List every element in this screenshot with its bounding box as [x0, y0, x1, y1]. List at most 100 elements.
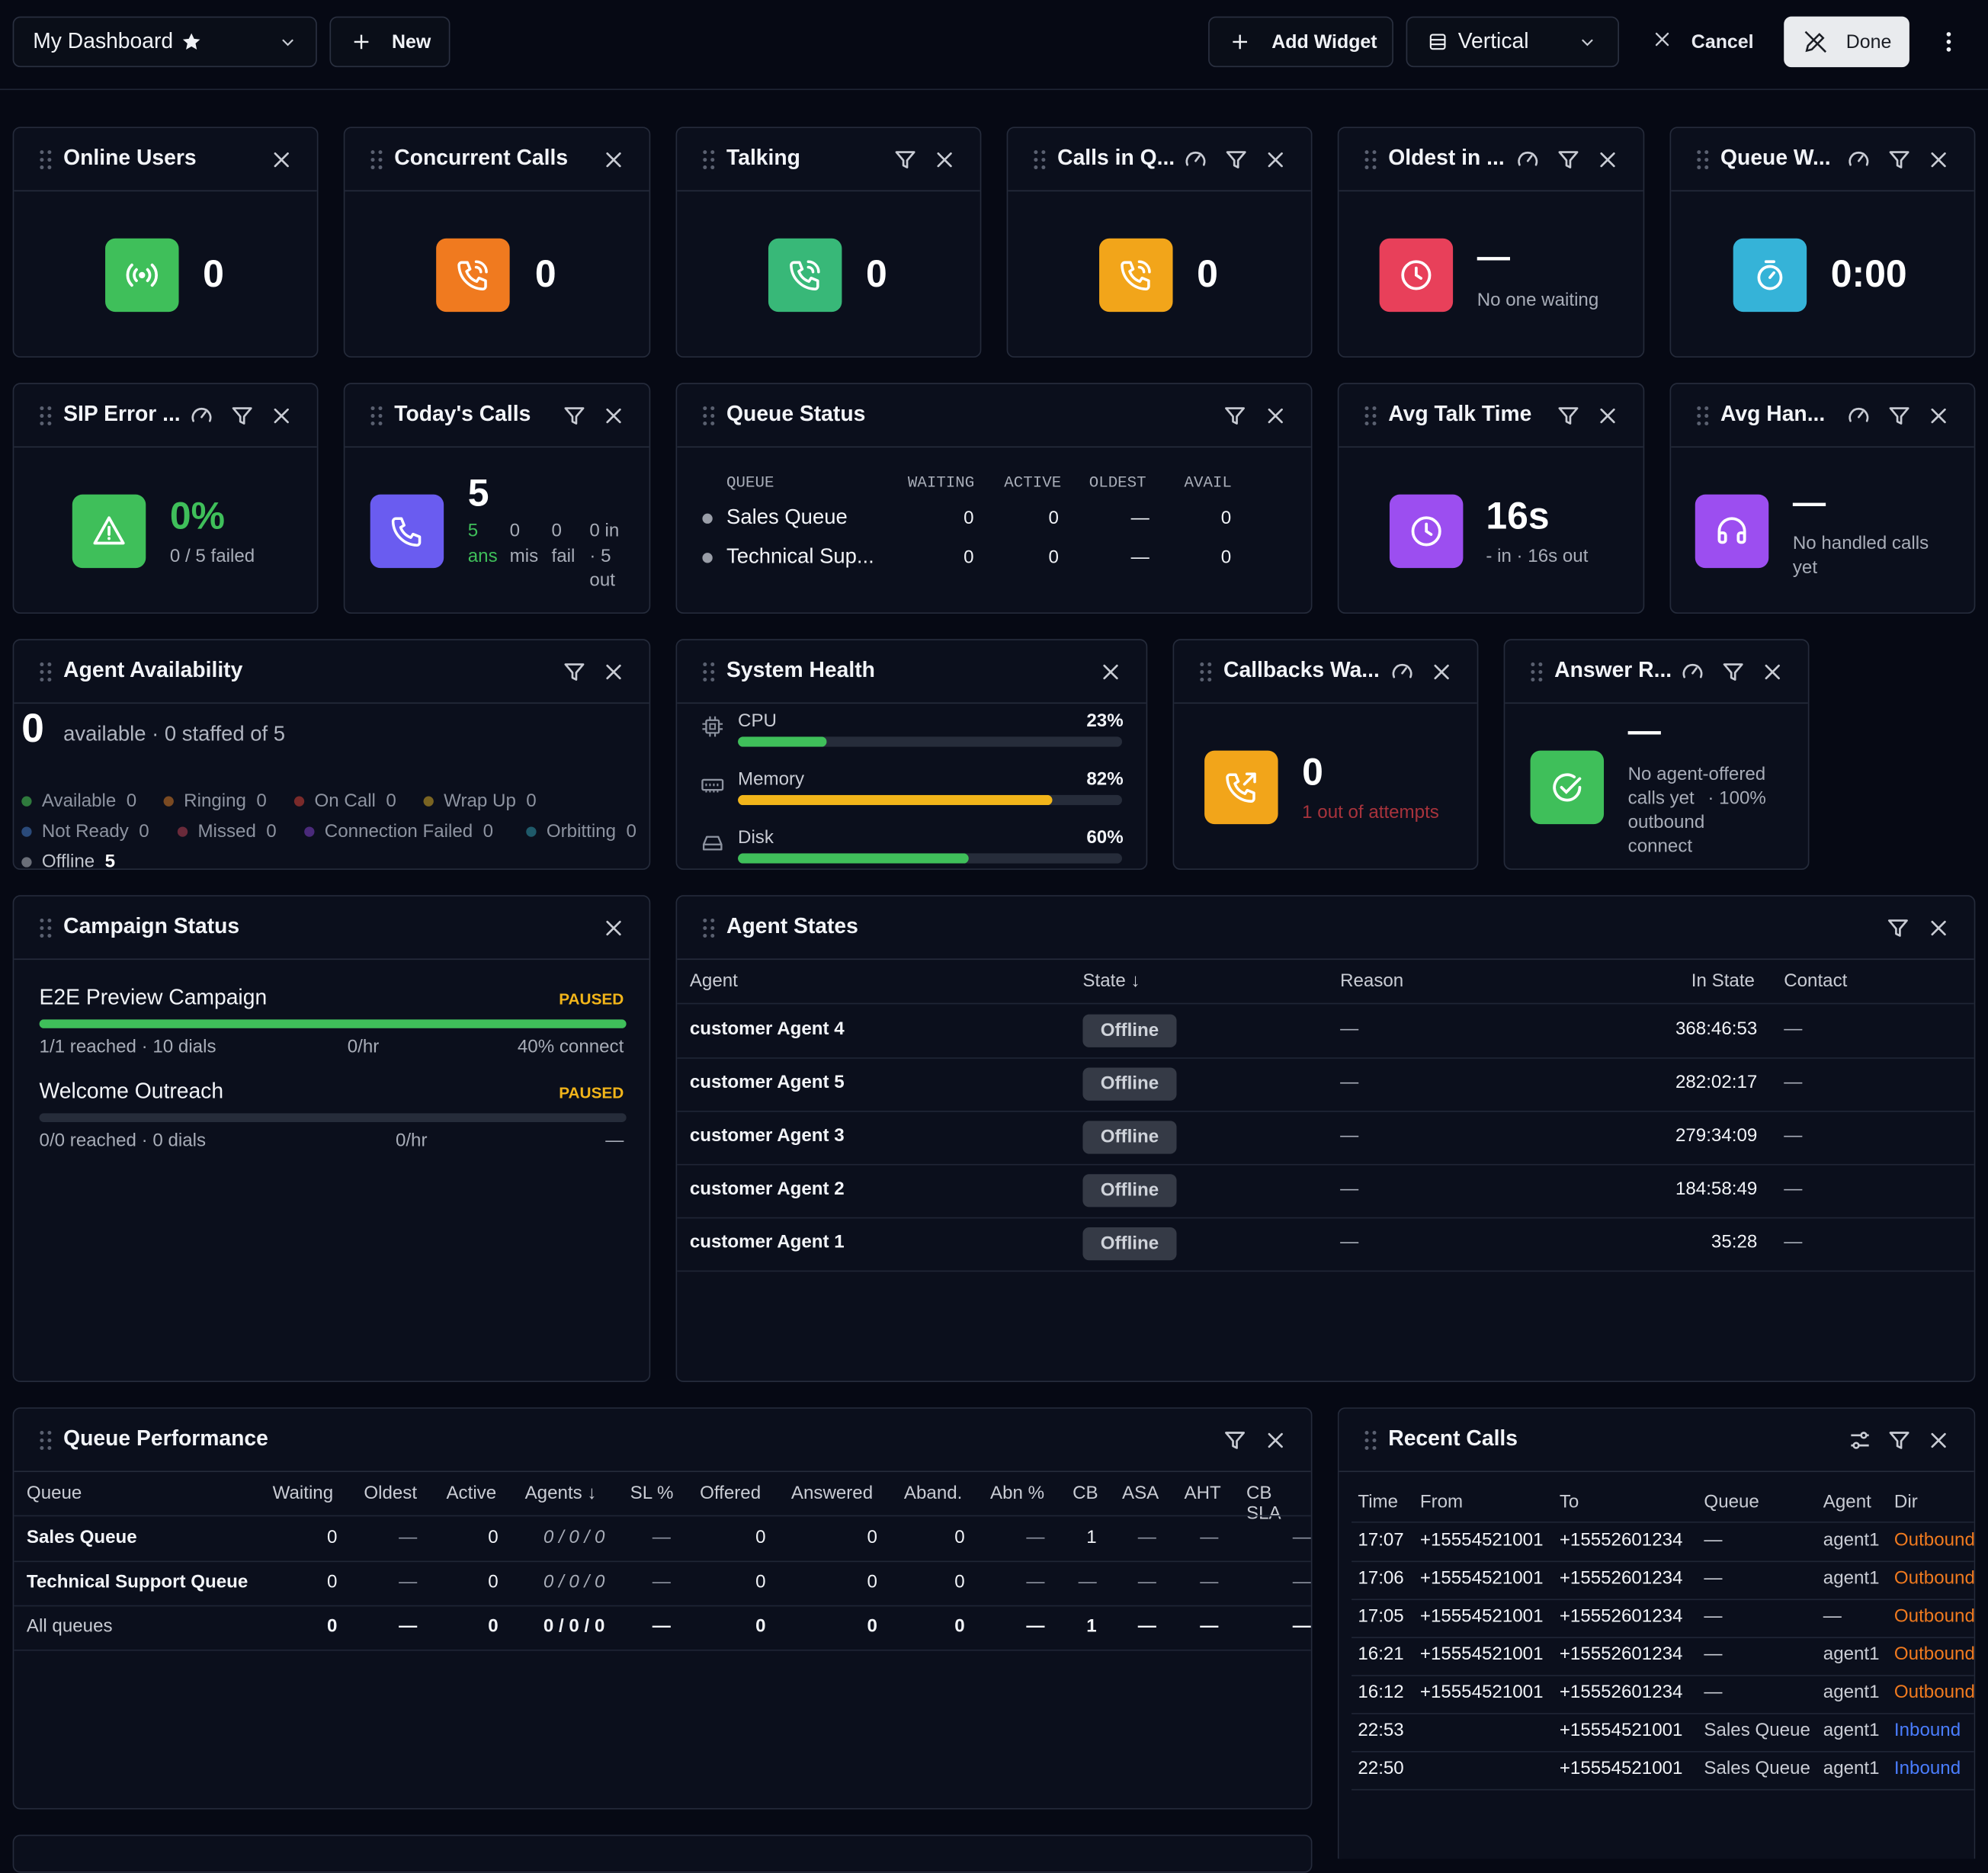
gauge-icon[interactable] — [189, 403, 214, 428]
stat-subtext: No agent-offered — [1627, 764, 1766, 785]
dashboard-selector[interactable]: My Dashboard — [12, 16, 317, 68]
widget-header: SIP Error ... — [14, 384, 317, 448]
column-header[interactable]: SL % — [630, 1483, 674, 1504]
column-header[interactable]: Active — [446, 1483, 497, 1504]
close-icon[interactable] — [1595, 147, 1620, 172]
drag-handle-icon[interactable] — [40, 149, 53, 170]
column-header-in-state[interactable]: In State — [1691, 971, 1755, 992]
column-header[interactable]: Queue — [1704, 1492, 1759, 1513]
column-header[interactable]: Abn % — [990, 1483, 1045, 1504]
drag-handle-icon[interactable] — [370, 406, 383, 426]
filter-icon[interactable] — [1887, 403, 1912, 428]
drag-handle-icon[interactable] — [1034, 149, 1047, 170]
gauge-icon[interactable] — [1515, 147, 1541, 172]
column-header[interactable]: CB — [1073, 1483, 1098, 1504]
drag-handle-icon[interactable] — [1364, 1430, 1377, 1451]
column-header-reason[interactable]: Reason — [1340, 971, 1404, 992]
column-header-contact[interactable]: Contact — [1784, 971, 1848, 992]
drag-handle-icon[interactable] — [702, 918, 715, 938]
drag-handle-icon[interactable] — [40, 918, 53, 938]
column-header[interactable]: Agents ↓ — [524, 1483, 597, 1504]
drag-handle-icon[interactable] — [40, 662, 53, 682]
column-header[interactable]: Time — [1358, 1492, 1399, 1513]
close-icon[interactable] — [1926, 916, 1951, 941]
drag-handle-icon[interactable] — [702, 662, 715, 682]
close-icon[interactable] — [1263, 1428, 1288, 1453]
filter-icon[interactable] — [1887, 147, 1912, 172]
gauge-icon[interactable] — [1390, 659, 1415, 685]
filter-icon[interactable] — [1222, 403, 1247, 428]
gauge-icon[interactable] — [1183, 147, 1208, 172]
column-header[interactable]: Answered — [790, 1483, 874, 1504]
column-header[interactable]: AHT — [1184, 1483, 1221, 1504]
filter-icon[interactable] — [893, 147, 918, 172]
done-button[interactable]: Done — [1784, 16, 1909, 68]
filter-icon[interactable] — [1720, 659, 1746, 685]
close-icon[interactable] — [269, 147, 294, 172]
close-icon[interactable] — [1595, 403, 1620, 428]
close-icon[interactable] — [601, 659, 626, 685]
filter-icon[interactable] — [229, 403, 255, 428]
close-icon[interactable] — [932, 147, 957, 172]
call-queue: Sales Queue — [1704, 1758, 1810, 1779]
close-icon[interactable] — [1760, 659, 1785, 685]
drag-handle-icon[interactable] — [702, 149, 715, 170]
drag-handle-icon[interactable] — [1199, 662, 1212, 682]
legend-value: 0 — [626, 821, 636, 842]
gauge-icon[interactable] — [1680, 659, 1705, 685]
drag-handle-icon[interactable] — [1364, 406, 1377, 426]
close-icon[interactable] — [269, 403, 294, 428]
new-button[interactable]: New — [329, 16, 451, 68]
drag-handle-icon[interactable] — [1696, 406, 1709, 426]
close-icon[interactable] — [601, 403, 626, 428]
filter-icon[interactable] — [1222, 1428, 1247, 1453]
close-icon[interactable] — [1926, 403, 1951, 428]
gauge-icon[interactable] — [1846, 147, 1871, 172]
column-header[interactable]: CB SLA — [1246, 1483, 1281, 1525]
drag-handle-icon[interactable] — [40, 406, 53, 426]
filter-icon[interactable] — [1556, 403, 1581, 428]
filter-icon[interactable] — [1887, 1428, 1912, 1453]
cancel-button[interactable]: Cancel — [1643, 17, 1770, 68]
column-header[interactable]: Waiting — [272, 1483, 334, 1504]
filter-icon[interactable] — [1885, 916, 1910, 941]
filter-icon[interactable] — [1556, 147, 1581, 172]
column-header[interactable]: Queue — [26, 1483, 82, 1504]
add-widget-button[interactable]: Add Widget — [1208, 16, 1393, 68]
drag-handle-icon[interactable] — [1364, 149, 1377, 170]
drag-handle-icon[interactable] — [370, 149, 383, 170]
drag-handle-icon[interactable] — [702, 406, 715, 426]
widget-title: Avg Han... — [1720, 402, 1826, 426]
column-header-state[interactable]: State ↓ — [1082, 971, 1140, 992]
column-header[interactable]: Offered — [700, 1483, 762, 1504]
widget-header: System Health — [677, 640, 1146, 704]
drag-handle-icon[interactable] — [1696, 149, 1709, 170]
column-header-agent[interactable]: Agent — [689, 971, 738, 992]
close-icon[interactable] — [601, 147, 626, 172]
close-icon[interactable] — [1098, 659, 1123, 685]
close-icon[interactable] — [1926, 147, 1951, 172]
close-icon[interactable] — [1926, 1428, 1951, 1453]
filter-icon[interactable] — [562, 403, 587, 428]
sliders-icon[interactable] — [1847, 1428, 1872, 1453]
close-icon[interactable] — [1263, 403, 1288, 428]
column-header[interactable]: Aband. — [903, 1483, 963, 1504]
close-icon[interactable] — [1263, 147, 1288, 172]
layout-select[interactable]: Vertical — [1406, 16, 1619, 68]
column-header[interactable]: ASA — [1121, 1483, 1159, 1504]
column-header[interactable]: To — [1559, 1492, 1579, 1513]
column-header[interactable]: Dir — [1893, 1492, 1918, 1513]
column-header[interactable]: From — [1419, 1492, 1464, 1513]
call-queue: — — [1704, 1644, 1723, 1665]
gauge-icon[interactable] — [1846, 403, 1871, 428]
close-icon[interactable] — [601, 916, 626, 941]
drag-handle-icon[interactable] — [40, 1430, 53, 1451]
availability-summary: available · 0 staffed of 5 — [63, 723, 286, 746]
close-icon[interactable] — [1429, 659, 1454, 685]
drag-handle-icon[interactable] — [1531, 662, 1544, 682]
more-menu-icon[interactable] — [1936, 28, 1961, 56]
filter-icon[interactable] — [1223, 147, 1249, 172]
column-header[interactable]: Agent — [1823, 1492, 1871, 1513]
filter-icon[interactable] — [562, 659, 587, 685]
column-header[interactable]: Oldest — [364, 1483, 418, 1504]
